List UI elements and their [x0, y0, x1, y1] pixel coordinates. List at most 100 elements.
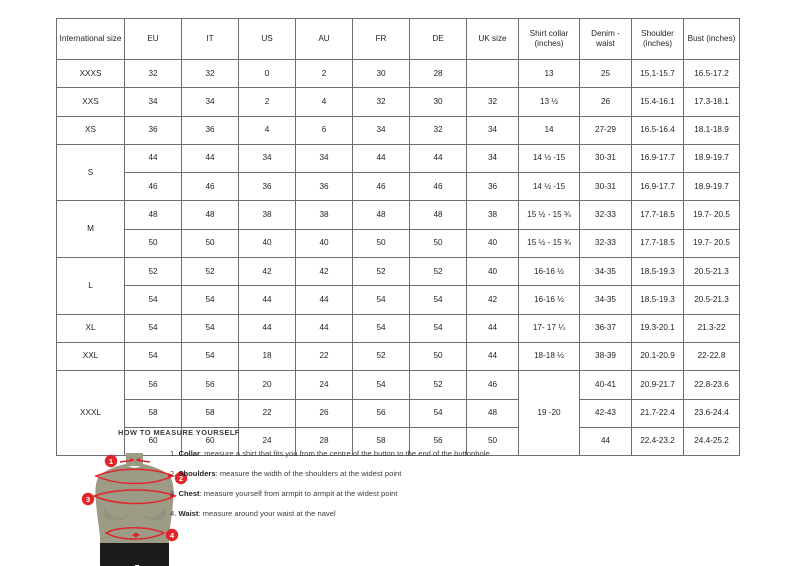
cell-shoulder: 17.7-18.5	[631, 200, 684, 230]
cell-denim-waist: 34-35	[579, 285, 632, 315]
cell-fr: 30	[352, 58, 410, 89]
table-row: XS 36 36 4 6 34 32 34 14 27-29 16.5-16.4 18.1-18.9	[56, 115, 740, 145]
marker-4-label: 4	[170, 531, 175, 540]
cell-fr: 34	[352, 115, 410, 145]
cell-de: 48	[409, 200, 467, 230]
table-row: 60 60 24 28 58 56 50 44 22.4-23.2 24.4-25.2	[57, 426, 740, 457]
cell-eu: 34	[124, 87, 182, 117]
marker-1-collar: 1	[104, 454, 118, 468]
cell-it: 54	[181, 285, 239, 315]
column-header-au: AU	[295, 18, 353, 60]
cell-bust: 18.9-19.7	[683, 172, 740, 202]
measure-instruction-1: 1. Collar: measure a shirt that fits you…	[170, 449, 750, 458]
cell-bust: 22-22.8	[683, 341, 740, 372]
cell-shirt-collar: 16-16 ½	[518, 285, 580, 315]
marker-2-shoulders: 2	[174, 471, 188, 485]
column-header-shoulder: Shoulder (inches)	[631, 18, 684, 60]
cell-fr: 58	[352, 426, 410, 457]
cell-de: 54	[409, 398, 467, 428]
cell-bust: 20.5-21.3	[683, 257, 740, 287]
table-row: XXXS 32 32 0 2 30 28 13 25 15.1-15.7 16.5-17.2	[56, 58, 740, 89]
cell-shoulder: 16.5-16.4	[631, 115, 684, 145]
cell-de: 30	[409, 87, 467, 117]
cell-shoulder: 21.7-22.4	[631, 398, 684, 428]
cell-shirt-collar: 13	[518, 58, 580, 89]
measure-instruction-3: 3. Chest: measure yourself from armpit t…	[170, 489, 750, 498]
cell-de: 54	[409, 285, 467, 315]
cell-au: 42	[295, 257, 353, 287]
column-header-shirt-collar: Shirt collar (inches)	[518, 18, 580, 60]
cell-denim-waist: 27-29	[579, 115, 632, 145]
cell-eu: 50	[124, 228, 182, 259]
cell-de: 46	[409, 172, 467, 202]
cell-au: 26	[295, 398, 353, 428]
cell-shirt-collar: 15 ½ - 15 ¾	[518, 200, 580, 230]
cell-shirt-collar: 16-16 ½	[518, 257, 580, 287]
cell-de: 32	[409, 115, 467, 145]
column-header-uk-size: UK size	[466, 18, 519, 60]
size-chart-table: International size EU IT US AU FR DE UK …	[56, 18, 740, 457]
cell-denim-waist: 30-31	[579, 143, 632, 174]
cell-shoulder: 22.4-23.2	[631, 426, 684, 457]
table-body: XXXS 32 32 0 2 30 28 13 25 15.1-15.7 16.5-17.2 XXS 3…	[56, 58, 740, 457]
marker-4-waist: 4	[165, 528, 179, 542]
cell-us: 18	[238, 341, 296, 372]
cell-us: 42	[238, 257, 296, 287]
cell-bust: 24.4-25.2	[683, 426, 740, 457]
table-header-row: International size EU IT US AU FR DE UK …	[56, 18, 740, 60]
marker-1-label: 1	[109, 457, 114, 466]
cell-it: 34	[181, 87, 239, 117]
cell-us: 24	[238, 426, 296, 457]
column-header-eu: EU	[124, 18, 182, 60]
cell-us: 22	[238, 398, 296, 428]
size-chart-container: International size EU IT US AU FR DE UK …	[56, 18, 740, 457]
cell-denim-waist: 32-33	[579, 200, 632, 230]
cell-fr: 54	[352, 285, 410, 315]
instruction-text: : measure around your waist at the navel	[198, 508, 336, 518]
cell-eu: 54	[124, 341, 182, 372]
cell-uk: 50	[466, 426, 519, 457]
cell-shoulder: 15.1-15.7	[631, 58, 684, 89]
cell-de: 56	[409, 426, 467, 457]
cell-international-size: XL	[56, 313, 125, 343]
torso-diagram: 1 2 3 4	[80, 447, 202, 566]
cell-shirt-collar: 17- 17 ¼	[518, 313, 580, 343]
cell-us: 44	[238, 313, 296, 343]
cell-bust: 17.3-18.1	[683, 87, 740, 117]
cell-denim-waist: 38-39	[579, 341, 632, 372]
cell-shoulder: 17.7-18.5	[631, 228, 684, 259]
cell-uk: 34	[466, 115, 519, 145]
cell-uk: 36	[466, 172, 519, 202]
table-row: 58 58 22 26 56 54 48 42-43 21.7-22.4 23.6-24.4	[57, 398, 740, 428]
cell-uk: 42	[466, 285, 519, 315]
cell-shoulder: 20.9-21.7	[631, 370, 684, 400]
cell-international-size: L	[56, 257, 125, 315]
cell-au: 2	[295, 58, 353, 89]
cell-denim-waist: 40-41	[579, 370, 632, 400]
how-to-measure-body: 1 2 3 4 1. Collar: measur	[60, 447, 760, 566]
table-row: XL 54 54 44 44 54 54 44 17- 17 ¼ 36-37 19.3-20.1 21…	[56, 313, 740, 343]
cell-de: 52	[409, 370, 467, 400]
cell-shoulder: 18.5-19.3	[631, 257, 684, 287]
cell-eu: 44	[124, 143, 182, 174]
cell-shoulder: 15.4-16.1	[631, 87, 684, 117]
cell-eu: 56	[124, 370, 182, 400]
cell-us: 4	[238, 115, 296, 145]
cell-international-size: XXS	[56, 87, 125, 117]
cell-it: 50	[181, 228, 239, 259]
cell-eu: 52	[124, 257, 182, 287]
cell-us: 2	[238, 87, 296, 117]
marker-3-label: 3	[86, 495, 90, 504]
how-to-measure-section: HOW TO MEASURE YOURSELF	[60, 428, 760, 566]
cell-us: 0	[238, 58, 296, 89]
cell-eu: 54	[124, 313, 182, 343]
cell-it: 44	[181, 143, 239, 174]
instruction-number: 4.	[170, 508, 177, 518]
cell-international-size: XS	[56, 115, 125, 145]
cell-de: 50	[409, 228, 467, 259]
cell-au: 24	[295, 370, 353, 400]
cell-eu: 36	[124, 115, 182, 145]
cell-us: 36	[238, 172, 296, 202]
marker-3-chest: 3	[81, 492, 95, 506]
